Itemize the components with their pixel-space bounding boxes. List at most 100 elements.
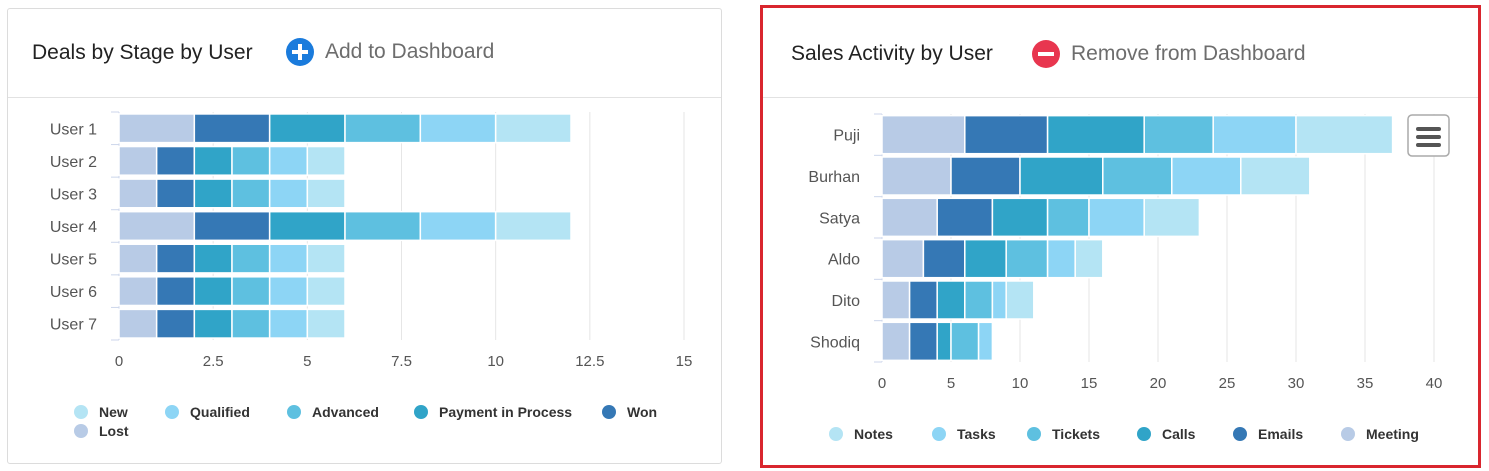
bar-segment[interactable] (964, 238, 1007, 279)
bar-segment[interactable] (950, 156, 1021, 196)
bar-segment[interactable] (1088, 197, 1145, 238)
bar-segment[interactable] (155, 308, 196, 339)
bar-segment[interactable] (1074, 238, 1104, 279)
bar-segment[interactable] (306, 308, 346, 339)
bar-segment[interactable] (118, 243, 158, 274)
bar-segment[interactable] (881, 114, 966, 155)
bar-segment[interactable] (193, 308, 233, 339)
bar-segment[interactable] (1212, 114, 1297, 155)
bar-segment[interactable] (1143, 197, 1201, 238)
legend-item-label[interactable]: Tasks (957, 426, 996, 442)
bar-segment[interactable] (977, 321, 994, 362)
bar-segment[interactable] (950, 321, 980, 362)
bar-segment[interactable] (306, 243, 346, 274)
legend-item-label[interactable]: Advanced (312, 404, 379, 420)
bar-segment[interactable] (193, 178, 233, 209)
legend-item-label[interactable]: Tickets (1052, 426, 1100, 442)
bar-segment[interactable] (231, 276, 271, 307)
bar-segment[interactable] (268, 210, 346, 242)
legend-marker[interactable] (932, 427, 946, 441)
bar-segment[interactable] (306, 276, 346, 307)
legend-marker[interactable] (414, 405, 428, 419)
bar-segment[interactable] (1046, 114, 1145, 155)
legend-marker[interactable] (1341, 427, 1355, 441)
legend-marker[interactable] (165, 405, 179, 419)
bar-segment[interactable] (936, 197, 994, 238)
legend-item-label[interactable]: Calls (1162, 426, 1196, 442)
bar-segment[interactable] (268, 276, 309, 307)
bar-segment[interactable] (1171, 156, 1242, 196)
add-to-dashboard-button[interactable]: Add to Dashboard (286, 35, 494, 69)
bar-segment[interactable] (991, 280, 1007, 320)
bar-segment[interactable] (1005, 238, 1049, 279)
bar-segment[interactable] (231, 178, 271, 209)
bar-segment[interactable] (1102, 156, 1173, 196)
bar-segment[interactable] (881, 197, 938, 238)
bar-segment[interactable] (344, 210, 422, 242)
bar-segment[interactable] (268, 308, 309, 339)
legend-marker[interactable] (1137, 427, 1151, 441)
bar-segment[interactable] (155, 178, 196, 209)
legend-marker[interactable] (1233, 427, 1247, 441)
bar-segment[interactable] (306, 178, 346, 209)
bar-segment[interactable] (118, 210, 196, 242)
bar-segment[interactable] (193, 113, 271, 144)
bar-segment[interactable] (118, 178, 158, 209)
bar-segment[interactable] (1046, 197, 1090, 238)
legend-item-label[interactable]: Lost (99, 423, 129, 439)
legend-item-label[interactable]: Emails (1258, 426, 1303, 442)
legend-item-label[interactable]: Qualified (190, 404, 250, 420)
bar-segment[interactable] (1143, 114, 1214, 155)
bar-segment[interactable] (231, 145, 271, 176)
bar-segment[interactable] (118, 276, 158, 307)
legend-marker[interactable] (829, 427, 843, 441)
bar-segment[interactable] (991, 197, 1049, 238)
bar-segment[interactable] (1046, 238, 1076, 279)
bar-segment[interactable] (881, 280, 911, 320)
bar-segment[interactable] (231, 243, 271, 274)
bar-segment[interactable] (268, 113, 346, 144)
legend-marker[interactable] (287, 405, 301, 419)
bar-segment[interactable] (936, 280, 966, 320)
bar-segment[interactable] (118, 145, 158, 176)
bar-segment[interactable] (908, 280, 938, 320)
bar-segment[interactable] (964, 280, 994, 320)
legend-item-label[interactable]: New (99, 404, 128, 420)
bar-segment[interactable] (306, 145, 346, 176)
bar-segment[interactable] (936, 321, 952, 362)
bar-segment[interactable] (118, 308, 158, 339)
chart-menu-button[interactable] (1407, 114, 1450, 157)
legend-marker[interactable] (1027, 427, 1041, 441)
bar-segment[interactable] (964, 114, 1049, 155)
legend-item-label[interactable]: Won (627, 404, 657, 420)
bar-segment[interactable] (419, 210, 497, 242)
bar-segment[interactable] (155, 243, 196, 274)
bar-segment[interactable] (193, 276, 233, 307)
bar-segment[interactable] (1240, 156, 1311, 196)
bar-segment[interactable] (155, 276, 196, 307)
bar-segment[interactable] (881, 238, 925, 279)
legend-marker[interactable] (602, 405, 616, 419)
bar-segment[interactable] (268, 178, 309, 209)
legend-marker[interactable] (74, 424, 88, 438)
bar-segment[interactable] (1005, 280, 1035, 320)
bar-segment[interactable] (908, 321, 938, 362)
legend-item-label[interactable]: Meeting (1366, 426, 1419, 442)
bar-segment[interactable] (922, 238, 966, 279)
bar-segment[interactable] (231, 308, 271, 339)
bar-segment[interactable] (494, 113, 572, 144)
bar-segment[interactable] (881, 321, 911, 362)
bar-segment[interactable] (419, 113, 497, 144)
legend-marker[interactable] (74, 405, 88, 419)
bar-segment[interactable] (193, 243, 233, 274)
bar-segment[interactable] (193, 145, 233, 176)
legend-item-label[interactable]: Payment in Process (439, 404, 572, 420)
bar-segment[interactable] (344, 113, 422, 144)
bar-segment[interactable] (268, 243, 309, 274)
bar-segment[interactable] (155, 145, 196, 176)
bar-segment[interactable] (118, 113, 196, 144)
bar-segment[interactable] (193, 210, 271, 242)
legend-item-label[interactable]: Notes (854, 426, 893, 442)
bar-segment[interactable] (881, 156, 952, 196)
bar-segment[interactable] (1295, 114, 1394, 155)
